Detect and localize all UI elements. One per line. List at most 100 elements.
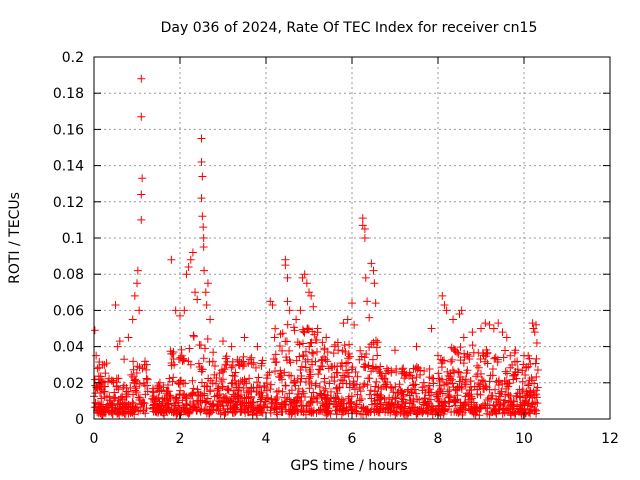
data-point: [278, 387, 287, 396]
data-point: [489, 401, 498, 410]
data-point: [343, 315, 352, 324]
data-point: [169, 354, 178, 363]
data-point: [334, 346, 343, 355]
data-point: [399, 392, 408, 401]
data-point: [186, 360, 195, 369]
data-point: [422, 406, 431, 415]
data-point: [360, 353, 369, 362]
data-point: [412, 342, 421, 351]
data-point: [475, 382, 484, 391]
data-point: [372, 377, 381, 386]
data-point: [477, 324, 485, 333]
data-point: [426, 395, 435, 404]
data-point: [306, 338, 315, 347]
data-point: [327, 362, 336, 371]
data-point: [494, 319, 503, 328]
data-point: [459, 401, 468, 410]
data-point: [494, 405, 503, 414]
data-point: [517, 406, 526, 415]
data-point: [411, 380, 420, 389]
data-point: [295, 340, 304, 349]
data-point: [315, 389, 324, 398]
x-tick-label: 10: [515, 431, 533, 447]
data-point: [317, 361, 326, 370]
data-point: [128, 402, 137, 411]
data-point: [285, 346, 294, 355]
data-point: [472, 372, 481, 381]
data-point: [238, 362, 247, 371]
data-point: [499, 353, 508, 362]
data-point: [377, 399, 386, 408]
x-tick-label: 4: [262, 431, 271, 447]
y-tick-label: 0.02: [53, 376, 84, 392]
data-point: [300, 270, 309, 279]
data-point: [156, 405, 165, 414]
data-point: [321, 384, 330, 393]
data-point: [260, 383, 269, 392]
data-point: [417, 404, 426, 413]
data-point: [142, 365, 151, 374]
data-point: [247, 386, 256, 395]
data-point: [206, 408, 215, 417]
data-point: [437, 401, 446, 410]
data-point: [161, 401, 170, 410]
data-point: [468, 341, 477, 350]
data-point: [197, 367, 206, 376]
data-point: [531, 359, 540, 368]
y-tick-label: 0.08: [53, 267, 84, 283]
data-point: [305, 372, 314, 381]
data-point: [253, 342, 262, 351]
data-point: [460, 399, 469, 408]
data-point: [532, 372, 541, 381]
data-point: [530, 406, 539, 415]
data-point: [503, 369, 512, 378]
data-point: [293, 374, 302, 383]
data-point: [405, 391, 414, 400]
data-point: [363, 380, 372, 389]
data-point: [521, 396, 530, 405]
data-point: [478, 401, 487, 410]
data-point: [137, 112, 146, 121]
y-tick-label: 0.1: [62, 231, 84, 247]
data-point: [515, 392, 524, 401]
data-point: [530, 328, 539, 337]
data-point: [377, 384, 386, 393]
data-point: [154, 381, 163, 390]
data-point: [137, 74, 146, 83]
data-point: [437, 363, 446, 372]
data-point: [174, 398, 183, 407]
data-point: [355, 355, 364, 364]
data-point: [178, 396, 187, 405]
data-point: [377, 393, 386, 402]
data-point: [350, 385, 359, 394]
data-point: [353, 390, 362, 399]
data-point: [245, 374, 254, 383]
data-point: [387, 366, 396, 375]
data-point: [185, 344, 194, 353]
data-point: [197, 378, 206, 387]
data-point: [296, 365, 305, 374]
data-point: [298, 339, 307, 348]
data-point: [425, 385, 434, 394]
data-point: [365, 343, 374, 352]
data-point: [425, 364, 434, 373]
data-point: [499, 398, 508, 407]
data-point: [180, 306, 189, 315]
data-point: [273, 410, 282, 419]
data-point: [167, 255, 176, 264]
data-point: [271, 358, 280, 367]
data-point: [240, 375, 249, 384]
data-point: [348, 299, 356, 308]
y-tick-label: 0.16: [53, 122, 84, 138]
data-point: [403, 387, 412, 396]
data-point: [280, 368, 289, 377]
data-point: [483, 359, 492, 368]
data-point: [523, 401, 532, 410]
data-point: [521, 409, 530, 418]
data-point: [141, 357, 150, 366]
data-point: [271, 350, 280, 359]
data-point: [479, 377, 488, 386]
data-point: [356, 387, 365, 396]
y-tick-label: 0.12: [53, 195, 84, 211]
data-point: [451, 347, 460, 356]
